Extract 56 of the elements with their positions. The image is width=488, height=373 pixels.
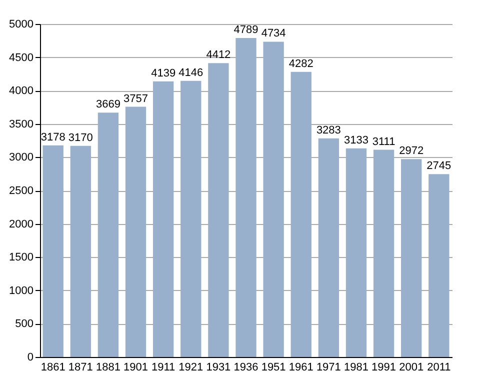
data-label: 3133 <box>344 134 368 146</box>
x-tick-label: 2001 <box>399 362 424 373</box>
data-label: 4282 <box>288 58 314 70</box>
data-label: 3111 <box>372 136 396 148</box>
bar <box>373 150 394 357</box>
y-tick-label: 4000 <box>9 85 34 98</box>
x-tick-label: 1901 <box>124 362 148 373</box>
x-tick-label: 1881 <box>96 362 120 373</box>
x-tick-label: 1861 <box>40 362 66 373</box>
bar <box>180 80 202 357</box>
x-tick-label: 1921 <box>178 362 204 373</box>
data-label: 4412 <box>206 49 231 62</box>
y-tick-label: 5000 <box>9 18 34 30</box>
y-tick-label: 4500 <box>9 52 34 64</box>
data-label: 3757 <box>124 92 148 105</box>
data-label: 4789 <box>234 24 258 36</box>
data-label: 4734 <box>261 28 286 40</box>
bar <box>318 138 340 357</box>
data-label: 3170 <box>68 132 93 144</box>
bar <box>98 112 119 357</box>
x-tick-label: 1961 <box>288 362 314 373</box>
data-label: 4146 <box>178 66 204 79</box>
bar <box>346 148 367 357</box>
bar <box>208 63 229 357</box>
bar <box>290 72 312 357</box>
x-tick-label: 1911 <box>151 362 176 373</box>
data-label: 3669 <box>96 98 120 111</box>
x-tick-label: 1871 <box>68 362 93 373</box>
y-tick-label: 2000 <box>9 218 34 230</box>
y-tick-label: 1500 <box>9 252 34 264</box>
x-tick-label: 1936 <box>234 362 258 373</box>
x-tick-label: 1931 <box>206 362 231 373</box>
x-tick-label: 1971 <box>316 362 341 373</box>
data-label: 3283 <box>316 124 341 136</box>
bar <box>152 81 174 357</box>
x-tick-label: 2011 <box>427 362 451 373</box>
bar <box>401 159 422 357</box>
x-tick-label: 1951 <box>261 362 286 373</box>
bar <box>428 174 450 357</box>
x-tick-label: 1991 <box>372 362 396 373</box>
bar <box>42 145 64 357</box>
bar <box>263 42 284 357</box>
y-tick-label: 500 <box>15 318 34 330</box>
y-tick-label: 0 <box>27 352 34 364</box>
data-label: 4139 <box>151 67 176 80</box>
x-tick-label: 1981 <box>344 362 368 373</box>
y-tick-label: 3500 <box>9 118 34 130</box>
data-label: 3178 <box>40 131 66 144</box>
data-label: 2972 <box>399 145 424 158</box>
bar <box>236 38 256 357</box>
y-tick-label: 2500 <box>9 185 34 197</box>
y-tick-label: 1000 <box>9 284 34 297</box>
bar <box>70 146 91 357</box>
y-tick-label: 3000 <box>9 152 34 164</box>
data-label: 2745 <box>426 160 452 172</box>
bar <box>125 106 146 357</box>
